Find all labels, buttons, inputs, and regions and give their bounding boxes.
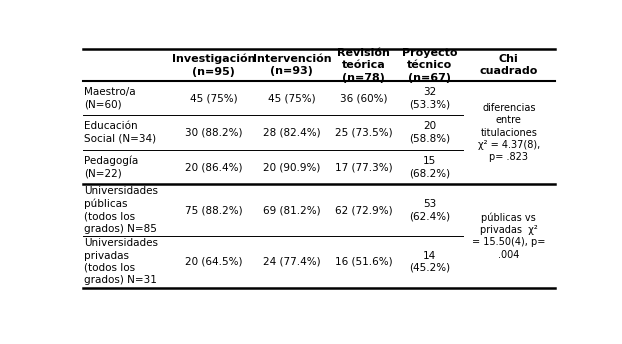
- Text: públicas vs
privadas  χ²
= 15.50(4), p=
.004: públicas vs privadas χ² = 15.50(4), p= .…: [472, 212, 545, 260]
- Text: Investigación
(n=95): Investigación (n=95): [172, 54, 256, 77]
- Text: 32
(53.3%): 32 (53.3%): [409, 87, 450, 109]
- Text: 20 (86.4%): 20 (86.4%): [185, 162, 243, 172]
- Text: 15
(68.2%): 15 (68.2%): [409, 156, 450, 178]
- Text: Chi
cuadrado: Chi cuadrado: [480, 54, 538, 76]
- Text: 14
(45.2%): 14 (45.2%): [409, 250, 450, 273]
- Text: diferencias
entre
titulaciones
χ² = 4.37(8),
p= .823: diferencias entre titulaciones χ² = 4.37…: [478, 103, 540, 162]
- Text: Intervención
(n=93): Intervención (n=93): [253, 54, 331, 76]
- Text: 36 (60%): 36 (60%): [340, 93, 388, 103]
- Text: 16 (51.6%): 16 (51.6%): [335, 257, 392, 267]
- Text: Revisión
teórica
(n=78): Revisión teórica (n=78): [337, 48, 390, 83]
- Text: 20 (90.9%): 20 (90.9%): [263, 162, 320, 172]
- Text: Universidades
públicas
(todos los
grados) N=85: Universidades públicas (todos los grados…: [85, 186, 159, 234]
- Text: 20 (64.5%): 20 (64.5%): [185, 257, 243, 267]
- Text: Maestro/a
(N=60): Maestro/a (N=60): [85, 87, 136, 109]
- Text: Educación
Social (N=34): Educación Social (N=34): [85, 121, 157, 144]
- Text: 28 (82.4%): 28 (82.4%): [263, 128, 321, 138]
- Text: 45 (75%): 45 (75%): [190, 93, 238, 103]
- Text: 20
(58.8%): 20 (58.8%): [409, 121, 450, 144]
- Text: 62 (72.9%): 62 (72.9%): [335, 205, 392, 215]
- Text: 45 (75%): 45 (75%): [268, 93, 316, 103]
- Text: Proyecto
técnico
(n=67): Proyecto técnico (n=67): [402, 48, 458, 83]
- Text: 17 (77.3%): 17 (77.3%): [335, 162, 392, 172]
- Text: 30 (88.2%): 30 (88.2%): [185, 128, 243, 138]
- Text: 69 (81.2%): 69 (81.2%): [263, 205, 321, 215]
- Text: 24 (77.4%): 24 (77.4%): [263, 257, 321, 267]
- Text: Universidades
privadas
(todos los
grados) N=31: Universidades privadas (todos los grados…: [85, 238, 159, 286]
- Text: 75 (88.2%): 75 (88.2%): [185, 205, 243, 215]
- Text: 25 (73.5%): 25 (73.5%): [335, 128, 392, 138]
- Text: 53
(62.4%): 53 (62.4%): [409, 199, 450, 221]
- Text: Pedagogía
(N=22): Pedagogía (N=22): [85, 155, 139, 179]
